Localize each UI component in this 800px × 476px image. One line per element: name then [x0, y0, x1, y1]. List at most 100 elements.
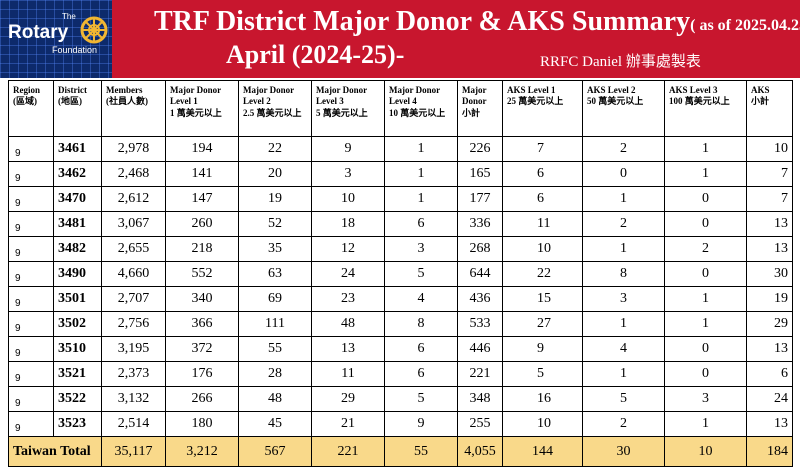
- table-cell: 15: [502, 286, 583, 312]
- table-cell: 13: [746, 211, 793, 237]
- table-cell: 218: [165, 236, 239, 262]
- table-cell: 22: [238, 136, 312, 162]
- table-cell: 260: [165, 211, 239, 237]
- table-cell: 336: [457, 211, 503, 237]
- table-cell: 24: [746, 386, 793, 412]
- table-cell: 55: [238, 336, 312, 362]
- table-cell: 340: [165, 286, 239, 312]
- total-cell: 4,055: [457, 436, 503, 467]
- table-cell: 3482: [53, 236, 102, 262]
- table-cell: 19: [746, 286, 793, 312]
- table-cell: 176: [165, 361, 239, 387]
- table-cell: 4: [384, 286, 458, 312]
- total-cell: 30: [582, 436, 665, 467]
- table-cell: 2,978: [101, 136, 166, 162]
- table-cell: 30: [746, 261, 793, 287]
- table-cell: 2,373: [101, 361, 166, 387]
- table-row: 9 3521 2,373 176 28 11 6 221 5 1 0 6: [8, 361, 793, 387]
- table-row: 9 3461 2,978 194 22 9 1 226 7 2 1 10: [8, 136, 793, 162]
- total-cell: 3,212: [165, 436, 239, 467]
- table-cell: 255: [457, 411, 503, 437]
- table-cell: 6: [502, 161, 583, 187]
- table-cell: 1: [582, 236, 665, 262]
- table-cell: 2,655: [101, 236, 166, 262]
- rotary-foundation-logo: The Rotary Foundation: [0, 0, 112, 78]
- table-cell: 348: [457, 386, 503, 412]
- credit-line: RRFC Daniel 辦事處製表: [540, 54, 701, 70]
- column-header: Major Donor Level 2 2.5 萬美元以上: [238, 80, 312, 137]
- table-cell: 266: [165, 386, 239, 412]
- table-row: 9 3502 2,756 366 111 48 8 533 27 1 1 29: [8, 311, 793, 337]
- table-cell: 27: [502, 311, 583, 337]
- table-cell: 9: [8, 336, 54, 362]
- table-cell: 2,756: [101, 311, 166, 337]
- table-cell: 177: [457, 186, 503, 212]
- table-cell: 0: [582, 161, 665, 187]
- table-cell: 2: [582, 136, 665, 162]
- table-cell: 436: [457, 286, 503, 312]
- table-cell: 2,514: [101, 411, 166, 437]
- total-cell: 221: [311, 436, 385, 467]
- table-cell: 0: [664, 336, 747, 362]
- table-cell: 24: [311, 261, 385, 287]
- table-cell: 0: [664, 361, 747, 387]
- table-cell: 45: [238, 411, 312, 437]
- table-cell: 3461: [53, 136, 102, 162]
- table-cell: 7: [502, 136, 583, 162]
- table-cell: 7: [746, 161, 793, 187]
- column-header: Major Donor Level 4 10 萬美元以上: [384, 80, 458, 137]
- table-cell: 221: [457, 361, 503, 387]
- total-cell: 35,117: [101, 436, 166, 467]
- table-cell: 2: [582, 411, 665, 437]
- table-cell: 13: [746, 411, 793, 437]
- table-cell: 3481: [53, 211, 102, 237]
- table-row: 9 3490 4,660 552 63 24 5 644 22 8 0 30: [8, 261, 793, 287]
- total-label: Taiwan Total: [8, 436, 102, 467]
- table-cell: 111: [238, 311, 312, 337]
- table-cell: 3470: [53, 186, 102, 212]
- table-cell: 11: [311, 361, 385, 387]
- total-cell: 184: [746, 436, 793, 467]
- table-cell: 6: [384, 211, 458, 237]
- table-cell: 29: [311, 386, 385, 412]
- header-row: Region (區域) District (地區) Members (社員人數) Ma…: [8, 80, 793, 137]
- page-subtitle: April (2024-25)-: [226, 40, 405, 69]
- table-cell: 6: [502, 186, 583, 212]
- table-cell: 0: [664, 186, 747, 212]
- table-cell: 13: [746, 336, 793, 362]
- table-cell: 2,612: [101, 186, 166, 212]
- header-banner: The Rotary Foundation TRF District Major…: [0, 0, 800, 78]
- table-header: Region (區域) District (地區) Members (社員人數) Ma…: [8, 80, 793, 137]
- table-cell: 533: [457, 311, 503, 337]
- column-header: AKS 小計: [746, 80, 793, 137]
- table-cell: 35: [238, 236, 312, 262]
- donor-summary-table: Region (區域) District (地區) Members (社員人數) Ma…: [8, 80, 793, 467]
- table-cell: 1: [664, 286, 747, 312]
- table-cell: 446: [457, 336, 503, 362]
- table-cell: 18: [311, 211, 385, 237]
- column-header: Members (社員人數): [101, 80, 166, 137]
- table-row: 9 3481 3,067 260 52 18 6 336 11 2 0 13: [8, 211, 793, 237]
- table-cell: 5: [582, 386, 665, 412]
- column-header: AKS Level 1 25 萬美元以上: [502, 80, 583, 137]
- table-cell: 6: [384, 361, 458, 387]
- table-cell: 1: [664, 161, 747, 187]
- table-cell: 13: [746, 236, 793, 262]
- column-header: District (地區): [53, 80, 102, 137]
- table-cell: 366: [165, 311, 239, 337]
- table-cell: 69: [238, 286, 312, 312]
- table-cell: 1: [664, 411, 747, 437]
- table-cell: 0: [664, 211, 747, 237]
- column-header: Major Donor Level 1 1 萬美元以上: [165, 80, 239, 137]
- page-title: TRF District Major Donor & AKS Summary( …: [154, 6, 800, 38]
- table-cell: 7: [746, 186, 793, 212]
- table-cell: 644: [457, 261, 503, 287]
- column-header: Major Donor Level 3 5 萬美元以上: [311, 80, 385, 137]
- table-cell: 48: [311, 311, 385, 337]
- as-of-date: ( as of 2025.04.25): [690, 17, 800, 34]
- table-cell: 9: [8, 211, 54, 237]
- table-cell: 3,067: [101, 211, 166, 237]
- table-cell: 3510: [53, 336, 102, 362]
- table-cell: 3: [664, 386, 747, 412]
- rotary-wheel-icon: [80, 16, 108, 44]
